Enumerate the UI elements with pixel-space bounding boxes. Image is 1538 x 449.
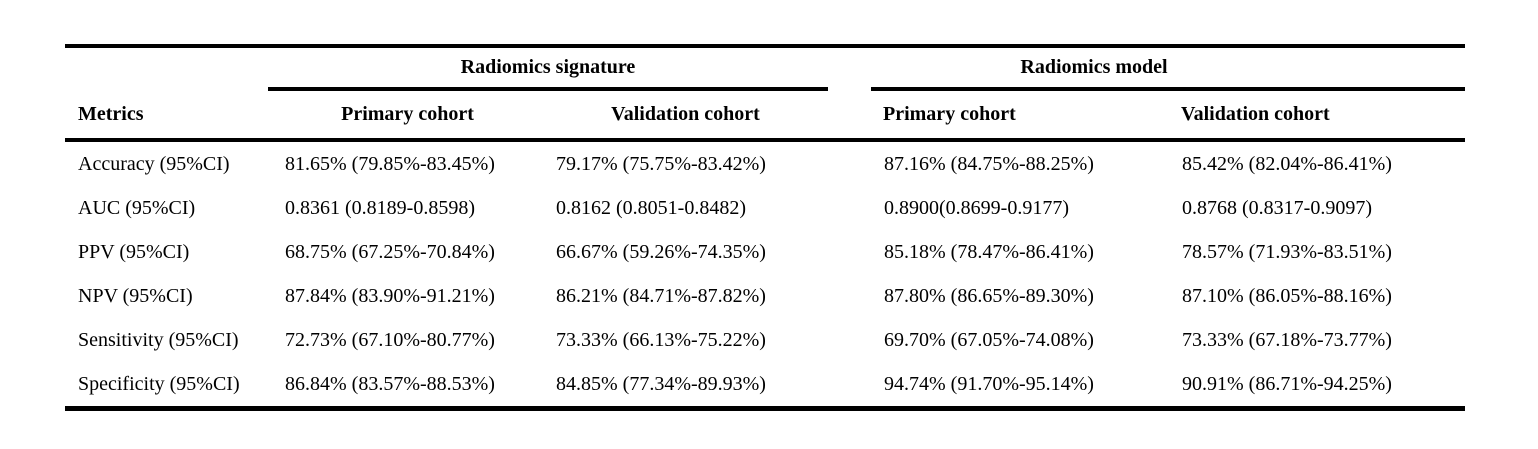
- table-row-sensitivity: Sensitivity (95%CI) 72.73% (67.10%-80.77…: [65, 318, 1465, 362]
- metric-name-cell: Accuracy (95%CI): [78, 152, 230, 175]
- radiomics-signature-group-box: Radiomics signature: [268, 48, 871, 91]
- metric-name-cell: Sensitivity (95%CI): [78, 328, 239, 351]
- table-row-specificity: Specificity (95%CI) 86.84% (83.57%-88.53…: [65, 362, 1465, 409]
- value-cell: 0.8900(0.8699-0.9177): [884, 196, 1069, 219]
- value-cell: 0.8162 (0.8051-0.8482): [556, 196, 746, 219]
- metrics-table-wrap: Radiomics signature Radiomics model Metr…: [65, 44, 1465, 411]
- value-cell: 94.74% (91.70%-95.14%): [884, 372, 1094, 395]
- value-cell: 78.57% (71.93%-83.51%): [1182, 240, 1392, 263]
- value-cell: 87.16% (84.75%-88.25%): [884, 152, 1094, 175]
- column-header-model-primary-cohort: Primary cohort: [871, 91, 1169, 142]
- value-cell: 0.8361 (0.8189-0.8598): [285, 196, 475, 219]
- radiomics-signature-group-rule: [268, 87, 828, 91]
- radiomics-signature-group-title: Radiomics signature: [460, 56, 636, 78]
- value-cell: 0.8768 (0.8317-0.9097): [1182, 196, 1372, 219]
- column-header-signature-validation-cohort: Validation cohort: [543, 91, 871, 142]
- value-cell: 66.67% (59.26%-74.35%): [556, 240, 766, 263]
- metrics-table: Radiomics signature Radiomics model Metr…: [65, 44, 1465, 411]
- table-row-accuracy: Accuracy (95%CI) 81.65% (79.85%-83.45%) …: [65, 140, 1465, 186]
- group-spacer-cell: [65, 46, 272, 91]
- value-cell: 87.80% (86.65%-89.30%): [884, 284, 1094, 307]
- metric-name-cell: AUC (95%CI): [78, 196, 196, 219]
- metric-name-cell: Specificity (95%CI): [78, 372, 240, 395]
- table-row-ppv: PPV (95%CI) 68.75% (67.25%-70.84%) 66.67…: [65, 230, 1465, 274]
- column-group-row: Radiomics signature Radiomics model: [65, 46, 1465, 91]
- value-cell: 85.42% (82.04%-86.41%): [1182, 152, 1392, 175]
- value-cell: 68.75% (67.25%-70.84%): [285, 240, 495, 263]
- radiomics-model-group-box: Radiomics model: [871, 48, 1465, 91]
- radiomics-model-group-title: Radiomics model: [1020, 56, 1168, 78]
- value-cell: 79.17% (75.75%-83.42%): [556, 152, 766, 175]
- value-cell: 86.84% (83.57%-88.53%): [285, 372, 495, 395]
- value-cell: 73.33% (66.13%-75.22%): [556, 328, 766, 351]
- radiomics-model-group-rule: [871, 87, 1465, 91]
- column-group-radiomics-model: Radiomics model: [871, 46, 1465, 91]
- column-header-metrics: Metrics: [65, 91, 272, 142]
- value-cell: 72.73% (67.10%-80.77%): [285, 328, 495, 351]
- value-cell: 87.84% (83.90%-91.21%): [285, 284, 495, 307]
- value-cell: 86.21% (84.71%-87.82%): [556, 284, 766, 307]
- value-cell: 90.91% (86.71%-94.25%): [1182, 372, 1392, 395]
- value-cell: 84.85% (77.34%-89.93%): [556, 372, 766, 395]
- column-header-row: Metrics Primary cohort Validation cohort…: [65, 91, 1465, 142]
- column-header-model-validation-cohort: Validation cohort: [1169, 91, 1465, 142]
- column-group-radiomics-signature: Radiomics signature: [268, 46, 871, 91]
- column-header-signature-primary-cohort: Primary cohort: [272, 91, 543, 142]
- value-cell: 73.33% (67.18%-73.77%): [1182, 328, 1392, 351]
- metric-name-cell: NPV (95%CI): [78, 284, 193, 307]
- value-cell: 69.70% (67.05%-74.08%): [884, 328, 1094, 351]
- table-row-npv: NPV (95%CI) 87.84% (83.90%-91.21%) 86.21…: [65, 274, 1465, 318]
- value-cell: 87.10% (86.05%-88.16%): [1182, 284, 1392, 307]
- value-cell: 85.18% (78.47%-86.41%): [884, 240, 1094, 263]
- value-cell: 81.65% (79.85%-83.45%): [285, 152, 495, 175]
- metric-name-cell: PPV (95%CI): [78, 240, 190, 263]
- table-row-auc: AUC (95%CI) 0.8361 (0.8189-0.8598) 0.816…: [65, 186, 1465, 230]
